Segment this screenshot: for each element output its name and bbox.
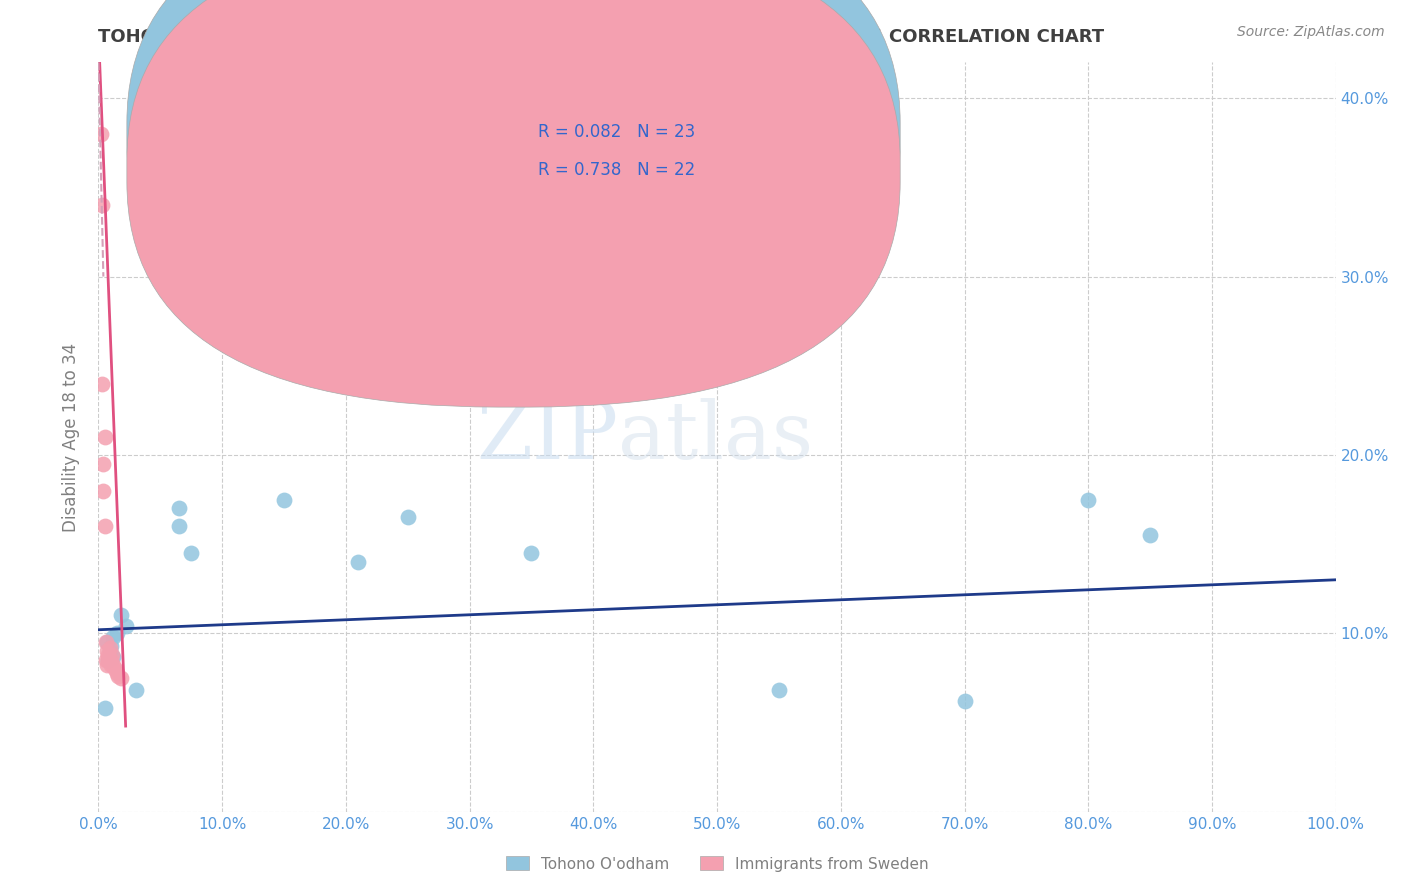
Text: atlas: atlas	[619, 398, 813, 476]
Point	[103, 649, 125, 664]
Point	[768, 683, 790, 698]
Point	[90, 127, 112, 141]
Point	[93, 519, 115, 533]
Point	[103, 658, 125, 673]
Text: R = 0.082   N = 23: R = 0.082 N = 23	[537, 123, 695, 141]
Text: ZIP: ZIP	[477, 398, 619, 476]
Point	[100, 658, 122, 673]
Point	[103, 630, 125, 644]
Point	[93, 457, 115, 471]
FancyBboxPatch shape	[475, 103, 804, 205]
Point	[107, 669, 129, 683]
Point	[97, 653, 120, 667]
Point	[335, 323, 357, 337]
Point	[100, 639, 122, 653]
Point	[114, 619, 136, 633]
Point	[124, 683, 146, 698]
Point	[953, 694, 976, 708]
Point	[105, 626, 128, 640]
Y-axis label: Disability Age 18 to 34: Disability Age 18 to 34	[62, 343, 80, 532]
Point	[110, 608, 132, 623]
Point	[91, 198, 114, 212]
Point	[96, 635, 118, 649]
Point	[91, 376, 114, 391]
Point	[520, 546, 543, 560]
Point	[180, 546, 202, 560]
Point	[93, 701, 115, 715]
FancyBboxPatch shape	[127, 0, 900, 369]
Point	[101, 648, 124, 662]
Text: Source: ZipAtlas.com: Source: ZipAtlas.com	[1237, 25, 1385, 39]
Point	[1139, 528, 1161, 542]
Point	[96, 658, 118, 673]
Point	[167, 519, 190, 533]
Point	[103, 662, 125, 676]
Point	[273, 492, 295, 507]
Point	[167, 501, 190, 516]
Text: TOHONO O'ODHAM VS IMMIGRANTS FROM SWEDEN DISABILITY AGE 18 TO 34 CORRELATION CHA: TOHONO O'ODHAM VS IMMIGRANTS FROM SWEDEN…	[98, 28, 1105, 45]
Point	[94, 635, 117, 649]
Point	[396, 510, 419, 524]
Point	[93, 483, 115, 498]
Point	[98, 644, 121, 658]
Point	[97, 653, 120, 667]
Point	[347, 555, 370, 569]
Point	[93, 430, 115, 444]
Point	[97, 648, 120, 662]
Point	[110, 671, 132, 685]
Point	[94, 653, 117, 667]
Point	[100, 653, 122, 667]
Text: R = 0.738   N = 22: R = 0.738 N = 22	[537, 161, 695, 179]
Point	[98, 640, 121, 655]
Point	[105, 665, 128, 680]
Point	[1077, 492, 1099, 507]
FancyBboxPatch shape	[127, 0, 900, 407]
Point	[96, 644, 118, 658]
Legend: Tohono O'odham, Immigrants from Sweden: Tohono O'odham, Immigrants from Sweden	[506, 856, 928, 871]
